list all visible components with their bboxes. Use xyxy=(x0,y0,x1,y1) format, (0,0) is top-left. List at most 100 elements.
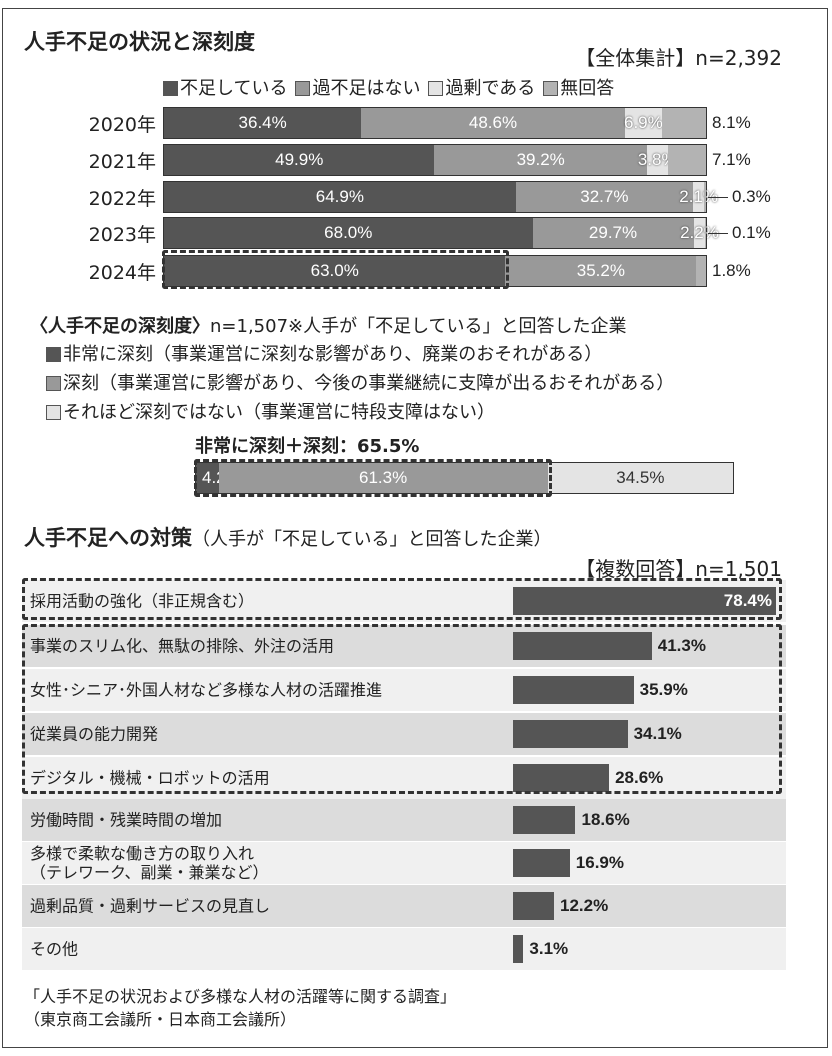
value-label: 78.4% xyxy=(723,591,772,610)
figure-frame xyxy=(2,8,828,1048)
value-bar xyxy=(513,806,576,834)
bar-segment xyxy=(704,182,706,212)
legend-label: 過不足はない xyxy=(312,78,421,99)
legend-swatch xyxy=(46,376,61,391)
value-bar xyxy=(513,587,777,615)
data-label: 29.7% xyxy=(588,223,638,242)
year-label: 2020年 xyxy=(88,114,156,136)
legend-item: 深刻（事業運営に影響があり、今後の事業継続に支障が出るおそれがある） xyxy=(46,369,674,395)
stacked-bar: 4.2%61.3%34.5% xyxy=(195,462,734,494)
highlight-rows2-5 xyxy=(22,624,782,794)
data-label: 2.1% xyxy=(679,187,719,206)
chart1-note: 【全体集計】n=2,392 xyxy=(575,46,782,70)
value-bar xyxy=(513,764,610,792)
value-bar xyxy=(513,892,554,920)
data-label: 64.9% xyxy=(315,187,364,206)
bar-segment: 39.2% xyxy=(434,145,647,175)
value-label: 35.9% xyxy=(639,680,688,699)
legend-label: 過剰である xyxy=(445,78,536,99)
bar-segment: 49.9% xyxy=(164,145,435,175)
legend-swatch xyxy=(295,81,311,96)
legend-label: 非常に深刻（事業運営に深刻な影響があり、廃業のおそれがある） xyxy=(63,344,603,365)
list-row: 労働時間・残業時間の増加 18.6% xyxy=(22,799,786,841)
year-label: 2023年 xyxy=(88,224,156,246)
value-bar xyxy=(513,849,570,877)
list-row: 女性･シニア･外国人材など多様な人材の活躍推進 35.9% xyxy=(22,669,786,711)
legend-item: 非常に深刻（事業運営に深刻な影響があり、廃業のおそれがある） xyxy=(46,340,602,366)
value-label: 16.9% xyxy=(575,853,624,872)
data-label: 49.9% xyxy=(275,150,324,169)
bar-segment xyxy=(196,463,219,493)
bar-segment: 3.8% xyxy=(638,145,677,175)
data-label: 1.8% xyxy=(712,261,751,280)
highlight-serious xyxy=(194,459,552,497)
legend-swatch xyxy=(428,81,444,96)
data-label: 34.5% xyxy=(616,468,665,487)
bar-segment: 63.0% xyxy=(164,256,506,286)
row-label: その他 xyxy=(30,939,79,959)
row-label: 事業のスリム化、無駄の排除、外注の活用 xyxy=(30,636,335,656)
leader-line xyxy=(708,197,728,198)
chart2-subtitle: 非常に深刻＋深刻：65.5% xyxy=(195,436,420,457)
row-label: 過剰品質・過剰サービスの見直し xyxy=(30,896,271,916)
value-bar xyxy=(513,720,628,748)
stacked-bar: 68.0% 29.7% 2.2% 0.1% xyxy=(163,217,771,249)
chart3-note: 【複数回答】n=1,501 xyxy=(575,557,782,581)
bar-segment: 34.5% xyxy=(547,463,733,493)
chart2-note: n=1,507※人手が「不足している」と回答した企業 xyxy=(210,316,627,337)
value-label: 18.6% xyxy=(581,810,630,829)
bar-segment: 29.7% xyxy=(532,218,694,248)
legend-label: 無回答 xyxy=(560,78,615,99)
data-label: 0.3% xyxy=(732,187,771,206)
legend-swatch xyxy=(46,405,61,420)
data-label: 63.0% xyxy=(310,261,359,280)
value-bar xyxy=(513,676,634,704)
legend-label: 深刻（事業運営に影響があり、今後の事業継続に支障が出るおそれがある） xyxy=(63,373,675,394)
data-label: 35.2% xyxy=(576,261,625,280)
data-label: 3.8% xyxy=(637,150,677,169)
bar-segment: 68.0% xyxy=(164,218,533,248)
value-label: 28.6% xyxy=(615,768,664,787)
bar-segment xyxy=(705,218,706,248)
year-label: 2024年 xyxy=(88,262,156,284)
year-label: 2022年 xyxy=(88,188,156,210)
data-label: 61.3% xyxy=(359,468,408,487)
list-row: 過剰品質・過剰サービスの見直し 12.2% xyxy=(22,885,786,927)
value-label: 3.1% xyxy=(529,939,569,958)
bar-segment: 48.6% xyxy=(361,108,625,138)
legend-swatch xyxy=(543,81,559,96)
bar-segment: 2.1% xyxy=(679,182,718,212)
source-line: 「人手不足の状況および多様な人材の活躍等に関する調査」 xyxy=(24,987,457,1006)
chart3-subtitle: （人手が「不足している」と回答した企業） xyxy=(192,529,552,550)
data-label: 36.4% xyxy=(238,113,287,132)
legend-label: それほど深刻ではない（事業運営に特段支障はない） xyxy=(63,402,495,423)
legend-label: 不足している xyxy=(180,78,288,99)
leader-line xyxy=(708,233,728,234)
source: 「人手不足の状況および多様な人材の活躍等に関する調査」 （東京商工会議所・日本商… xyxy=(24,985,456,1031)
bar-segment xyxy=(696,256,706,286)
chart2-title: 〈人手不足の深刻度〉 xyxy=(30,316,210,337)
row-label: 従業員の能力開発 xyxy=(30,724,159,744)
stacked-bar: 64.9% 32.7% 2.1% 0.3% xyxy=(163,181,771,213)
value-bar xyxy=(513,632,652,660)
data-label: 32.7% xyxy=(580,187,629,206)
row-label: 労働時間・残業時間の増加 xyxy=(30,810,223,830)
legend-swatch xyxy=(46,347,61,362)
list-row: 多様で柔軟な働き方の取り入れ （テレワーク、副業・兼業など） 16.9% xyxy=(22,842,786,884)
value-label: 12.2% xyxy=(559,896,609,915)
highlight-2024 xyxy=(162,250,509,289)
list-row: 事業のスリム化、無駄の排除、外注の活用 41.3% xyxy=(22,625,786,667)
year-label: 2021年 xyxy=(88,151,156,173)
bar-segment: 36.4% xyxy=(164,108,362,138)
data-label: 48.6% xyxy=(468,113,518,132)
data-label: 68.0% xyxy=(324,223,373,242)
bar-segment: 2.2% xyxy=(680,218,719,248)
bar-segment: 35.2% xyxy=(505,256,697,286)
list-row: 採用活動の強化（非正規含む） 78.4% xyxy=(22,580,786,622)
source-line: （東京商工会議所・日本商工会議所） xyxy=(24,1010,297,1029)
stacked-bar: 49.9% 39.2% 3.8% 7.1% xyxy=(163,144,751,176)
bar-segment xyxy=(662,108,706,138)
data-label: 7.1% xyxy=(712,150,751,169)
chart3-header: 人手不足への対策（人手が「不足している」と回答した企業） xyxy=(24,522,551,552)
chart1-legend: 不足している 過不足はない 過剰である 無回答 xyxy=(163,74,622,100)
